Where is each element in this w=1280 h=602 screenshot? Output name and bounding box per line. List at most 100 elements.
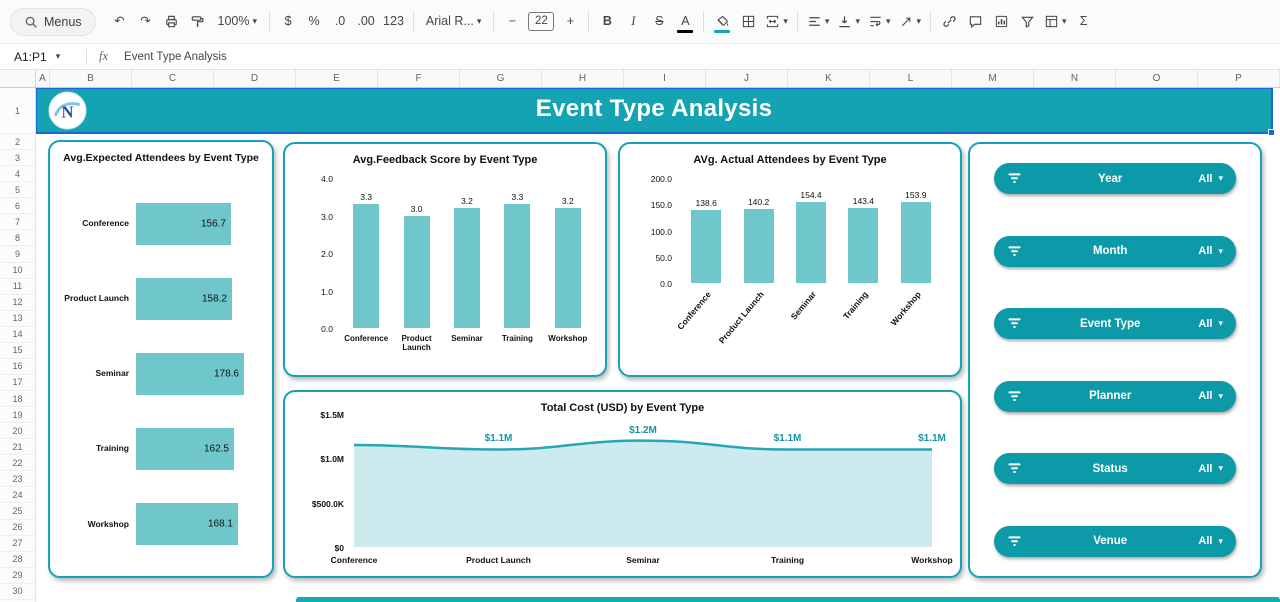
- bar: [554, 208, 581, 328]
- row-header-19[interactable]: 19: [0, 407, 35, 424]
- format-percent-button[interactable]: %: [308, 14, 320, 29]
- row-header-27[interactable]: 27: [0, 536, 35, 552]
- increase-font-size-button[interactable]: +: [566, 14, 575, 29]
- column-header-A[interactable]: A: [36, 70, 50, 87]
- column-header-K[interactable]: K: [788, 70, 870, 87]
- dashboard-banner[interactable]: N Event Type Analysis: [36, 88, 1275, 136]
- vertical-align-button[interactable]: ▾: [834, 9, 863, 35]
- slicer-status[interactable]: Status All ▾: [994, 453, 1236, 485]
- bar: [848, 207, 879, 283]
- row-header-7[interactable]: 7: [0, 214, 35, 231]
- row-header-28[interactable]: 28: [0, 552, 35, 568]
- row-header-29[interactable]: 29: [0, 568, 35, 584]
- insert-link-button[interactable]: [937, 9, 961, 35]
- horizontal-align-button[interactable]: ▾: [804, 9, 833, 35]
- text-rotation-button[interactable]: ▾: [896, 9, 925, 35]
- total-cost-chart-card[interactable]: Total Cost (USD) by Event Type $1.5M $1.0…: [283, 390, 962, 578]
- fill-color-button[interactable]: [710, 9, 734, 35]
- column-header-O[interactable]: O: [1116, 70, 1198, 87]
- column-header-P[interactable]: P: [1198, 70, 1280, 87]
- undo-button[interactable]: ↶: [114, 14, 125, 29]
- font-select[interactable]: Arial R... ▾: [425, 14, 482, 29]
- row-header-11[interactable]: 11: [0, 279, 35, 295]
- column-header-I[interactable]: I: [624, 70, 706, 87]
- row-header-5[interactable]: 5: [0, 182, 35, 199]
- zoom-select[interactable]: 100% ▾: [217, 14, 258, 29]
- row-header-24[interactable]: 24: [0, 487, 35, 504]
- table-views-button[interactable]: ▾: [1041, 9, 1070, 35]
- select-all-corner[interactable]: [0, 70, 36, 87]
- row-header-3[interactable]: 3: [0, 150, 35, 167]
- row-header-2[interactable]: 2: [0, 134, 35, 151]
- dropdown-caret-icon: ▾: [1218, 318, 1223, 329]
- create-filter-button[interactable]: [1015, 9, 1039, 35]
- slicer-event-type[interactable]: Event Type All ▾: [994, 308, 1236, 340]
- slicer-month[interactable]: Month All ▾: [994, 235, 1236, 267]
- formula-input[interactable]: Event Type Analysis: [124, 50, 227, 63]
- row-header-9[interactable]: 9: [0, 246, 35, 263]
- borders-button[interactable]: [736, 9, 760, 35]
- row-header-12[interactable]: 12: [0, 295, 35, 311]
- row-header-14[interactable]: 14: [0, 327, 35, 343]
- column-header-B[interactable]: B: [50, 70, 132, 87]
- insert-comment-button[interactable]: [963, 9, 987, 35]
- slicer-year[interactable]: Year All ▾: [994, 163, 1236, 194]
- category-label: Training: [770, 555, 805, 565]
- column-header-J[interactable]: J: [706, 70, 788, 87]
- italic-button[interactable]: I: [631, 14, 636, 29]
- font-size-input[interactable]: 22: [528, 12, 555, 31]
- slicer-planner[interactable]: Planner All ▾: [994, 380, 1236, 412]
- slicer-venue[interactable]: Venue All ▾: [994, 525, 1236, 557]
- row-header-23[interactable]: 23: [0, 471, 35, 488]
- row-header-1[interactable]: 1: [0, 88, 35, 134]
- row-header-18[interactable]: 18: [0, 391, 35, 408]
- column-header-D[interactable]: D: [214, 70, 296, 87]
- selection-handle[interactable]: [1268, 129, 1275, 136]
- decrease-font-size-button[interactable]: −: [508, 14, 517, 29]
- decrease-decimal-button[interactable]: .0: [334, 14, 346, 29]
- row-header-13[interactable]: 13: [0, 311, 35, 327]
- merge-cells-button[interactable]: ▾: [762, 9, 791, 35]
- color-indicator: [714, 29, 731, 33]
- format-currency-button[interactable]: $: [284, 14, 292, 29]
- paint-format-button[interactable]: [186, 9, 210, 35]
- row-header-22[interactable]: 22: [0, 455, 35, 472]
- text-wrap-button[interactable]: ▾: [865, 9, 894, 35]
- redo-button[interactable]: ↷: [140, 14, 151, 29]
- row-header-8[interactable]: 8: [0, 230, 35, 247]
- row-header-21[interactable]: 21: [0, 439, 35, 456]
- column-header-G[interactable]: G: [460, 70, 542, 87]
- column-header-L[interactable]: L: [870, 70, 952, 87]
- row-header-26[interactable]: 26: [0, 520, 35, 536]
- row-header-30[interactable]: 30: [0, 584, 35, 600]
- strikethrough-button[interactable]: S: [655, 14, 664, 29]
- column-header-H[interactable]: H: [542, 70, 624, 87]
- expected-attendees-chart-card[interactable]: Avg.Expected Attendees by Event Type Con…: [48, 140, 274, 578]
- row-header-15[interactable]: 15: [0, 343, 35, 359]
- column-header-M[interactable]: M: [952, 70, 1034, 87]
- menus-button[interactable]: Menus: [10, 7, 96, 36]
- column-header-E[interactable]: E: [296, 70, 378, 87]
- row-header-10[interactable]: 10: [0, 263, 35, 279]
- feedback-score-chart-card[interactable]: Avg.Feedback Score by Event Type 4.0 3.0 2…: [283, 142, 607, 377]
- chart-title: Avg.Feedback Score by Event Type: [352, 154, 538, 166]
- bold-button[interactable]: B: [602, 14, 612, 29]
- row-header-25[interactable]: 25: [0, 503, 35, 520]
- row-header-4[interactable]: 4: [0, 166, 35, 183]
- row-header-17[interactable]: 17: [0, 375, 35, 391]
- functions-button[interactable]: Σ: [1079, 14, 1088, 29]
- print-button[interactable]: [160, 9, 184, 35]
- actual-attendees-chart-card[interactable]: AVg. Actual Attendees by Event Type 200.…: [618, 142, 962, 377]
- color-indicator: [677, 29, 694, 33]
- row-header-20[interactable]: 20: [0, 423, 35, 440]
- more-formats-button[interactable]: 123: [383, 14, 404, 29]
- column-header-N[interactable]: N: [1034, 70, 1116, 87]
- row-header-16[interactable]: 16: [0, 359, 35, 375]
- name-box[interactable]: A1:P1 ▾: [0, 50, 86, 64]
- row-header-6[interactable]: 6: [0, 198, 35, 215]
- increase-decimal-button[interactable]: .00: [357, 14, 375, 29]
- column-header-C[interactable]: C: [132, 70, 214, 87]
- insert-chart-button[interactable]: [989, 9, 1013, 35]
- text-color-button[interactable]: A: [673, 9, 697, 35]
- column-header-F[interactable]: F: [378, 70, 460, 87]
